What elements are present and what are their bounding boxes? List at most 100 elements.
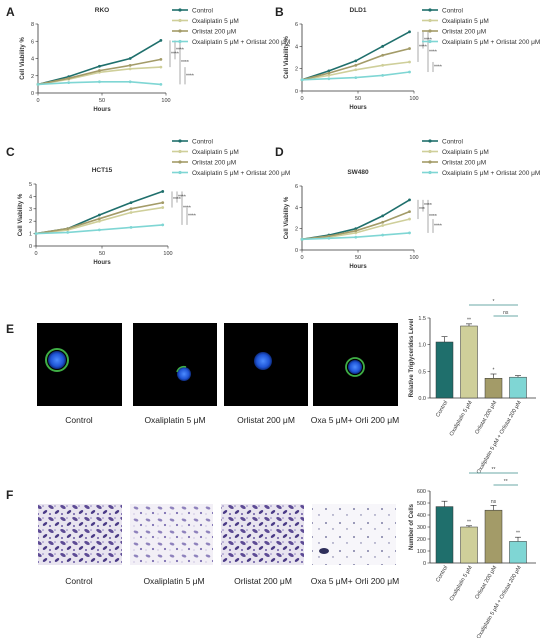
legend-marker [178,8,182,12]
y-tick-label: 1.0 [418,343,426,349]
legend-label: Oxaliplatin 5 μM + Orlistat 200 μM [192,170,290,177]
data-point [67,81,71,85]
transwell-oxaliplatin [130,504,213,565]
legend-marker [178,160,182,164]
legend-label: Oxaliplatin 5 μM + Orlistat 200 μM [442,39,540,46]
panel-letter-a: A [6,5,15,19]
bar [460,325,478,399]
category-label: Control [435,400,449,418]
caption-oxaliplatin-f: Oxaliplatin 5 μM [143,576,204,586]
series-line [301,31,410,81]
legend-label: Oxaliplatin 5 μM + Orlistat 200 μM [442,170,540,177]
y-tick-label: 300 [417,525,426,531]
data-point [327,234,331,238]
bar-significance: ns [491,499,497,505]
data-point [161,206,165,209]
data-point [97,213,101,217]
data-point [327,77,331,81]
data-point [354,229,358,233]
category-label: Oxaliplatin 5 μM + Orlistat 200 μM [476,400,523,475]
comparison-label: ** [492,467,496,473]
data-point [354,231,358,235]
legend-panel-b: Control Oxaliplatin 5 μM Orlistat 200 μM Ox… [422,7,540,46]
y-tick-label: 0 [295,89,298,95]
bar [509,376,527,399]
legend-label: Orlistat 200 μM [192,28,236,35]
data-point [67,76,71,80]
comparison-label: * [493,299,495,305]
data-point [354,63,358,67]
data-point [159,82,163,86]
y-tick-label: 2 [295,227,298,233]
legend-marker [428,39,432,44]
bar [435,341,454,399]
legend-marker [428,18,432,23]
bar [460,526,478,564]
legend-marker [428,139,432,143]
data-point [129,211,133,214]
data-point [129,207,133,211]
significance-label: **** [181,60,189,66]
panel-letter-f: F [6,488,13,502]
legend-marker [178,149,182,154]
data-point [300,237,304,241]
data-point [128,80,132,84]
data-point [408,198,411,202]
y-tick-label: 6 [295,184,298,190]
legend-label: Oxaliplatin 5 μM [192,18,239,25]
x-tick-label: 50 [99,98,105,104]
data-point [98,80,101,84]
data-point [66,230,70,234]
data-point [381,44,385,48]
data-point [327,236,331,240]
y-axis-label: Cell Viability % [284,36,290,79]
legend-marker [428,29,432,33]
y-tick-label: 2 [31,74,34,80]
data-point [300,78,304,82]
bar-chart-cell-count: 0 100 200 300 400 500 600 Number of Cells Contro… [409,467,536,640]
y-tick-label: 0 [295,248,298,254]
line-chart-dld1: DLD1 0 2 4 6 0 50 100 Hours Cell Viability % **** *… [284,7,442,111]
caption-oxaliplatin-e: Oxaliplatin 5 μM [144,415,205,425]
panel-letter-c: C [6,145,15,159]
x-tick-label: 0 [300,255,303,261]
data-point [327,73,331,77]
y-tick-label: 2 [295,67,298,73]
legend-label: Control [442,7,464,14]
legend-label: Oxaliplatin 5 μM [192,149,239,156]
y-tick-label: 4 [31,57,34,63]
y-tick-label: 2 [29,219,32,225]
data-point [381,53,385,57]
legend-label: Oxaliplatin 5 μM [442,18,489,25]
data-point [159,57,163,61]
data-point [354,76,358,79]
data-point [128,64,132,67]
y-tick-label: 8 [31,22,34,28]
y-tick-label: 1 [29,232,32,238]
bar-significance: ** [467,317,471,323]
legend-label: Orlistat 200 μM [442,28,486,35]
y-axis-label: Relative Triglycerides Level [409,318,415,397]
y-tick-label: 3 [29,207,32,213]
transwell-orlistat [221,504,304,565]
y-tick-label: 1.5 [418,316,426,322]
legend-marker [178,39,182,44]
comparison-label: ** [504,479,508,485]
series-line [301,210,410,241]
legend-marker [428,170,432,175]
caption-orlistat-e: Orlistat 200 μM [237,415,295,425]
bar [435,506,454,564]
data-point [97,219,101,223]
data-point [354,68,358,72]
data-point [66,227,70,231]
line-chart-rko: RKO 0 2 4 6 8 0 50 100 Hours Cell Viability % **** *… [20,7,194,113]
category-label: Oxaliplatin 5 μM [449,565,474,603]
y-tick-label: 6 [31,39,34,45]
significance-label: *** [419,207,425,213]
legend-panel-a: Control Oxaliplatin 5 μM Orlistat 200 μM Ox… [172,7,290,46]
data-point [97,217,101,221]
caption-control-f: Control [65,576,93,586]
data-point [161,190,165,193]
